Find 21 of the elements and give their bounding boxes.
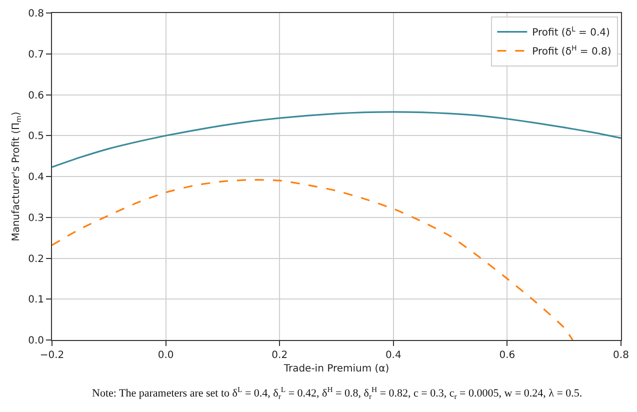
text: Note: The parameters are set to δ$^{L}$ = 0.4, δ$_{r}$$^{L}$ = 0.42, δ$^{H}$ = 0.8, δ$_{r}$$^{H}$ = 0.82, c = 0.3, c$_{r}$ = 0.0005, w = 0.24, λ = 0.5. [92,385,582,401]
y-tick-label: 0.4 [28,172,44,183]
x-axis-title: Trade-in Premium (α) [282,364,390,374]
line-series [52,178,574,340]
x-tick-label: 0.6 [499,350,516,361]
y-tick-label: 0.3 [28,212,44,224]
x-tick-label: 0.2 [272,350,288,361]
y-tick-label: 0.1 [28,294,44,306]
y-tick-label: 0.5 [28,131,44,142]
x-tick-label: 0.8 [613,350,629,361]
text: 0.0 [158,350,174,361]
text: 0.0 [28,336,44,346]
line-series [52,111,621,168]
y-tick-label: 0.6 [28,90,44,102]
y-tick-label: 0.8 [28,8,44,20]
x-tick-label: −0.2 [40,350,64,361]
legend-label: Profit (δ$^{L}$ = 0.4) [532,25,610,39]
legend-label: Profit (δ$^{H}$ = 0.8) [532,44,612,58]
y-tick-label: 0.2 [28,254,44,265]
y-tick-label: 0.7 [28,49,44,60]
x-tick-label: 0.4 [385,350,402,361]
